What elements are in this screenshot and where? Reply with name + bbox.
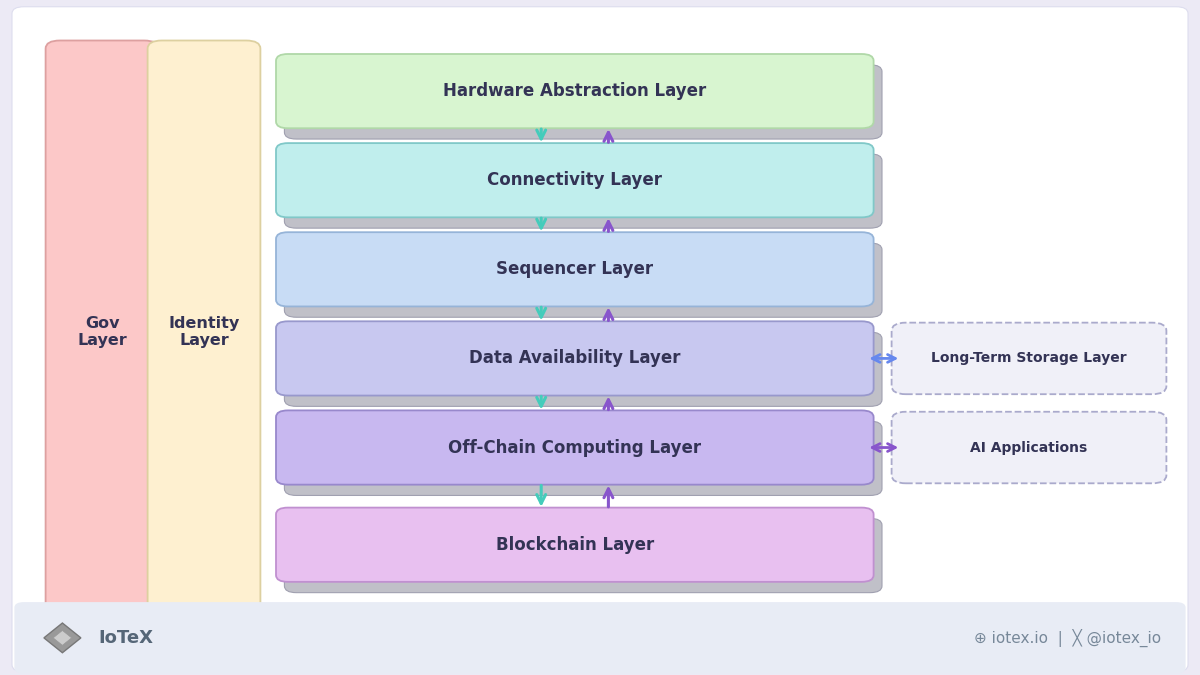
FancyBboxPatch shape	[284, 243, 882, 317]
Text: Sequencer Layer: Sequencer Layer	[497, 261, 653, 278]
Text: Connectivity Layer: Connectivity Layer	[487, 171, 662, 189]
FancyBboxPatch shape	[284, 518, 882, 593]
Text: Gov
Layer: Gov Layer	[77, 316, 127, 348]
Text: Long-Term Storage Layer: Long-Term Storage Layer	[931, 352, 1127, 365]
FancyBboxPatch shape	[284, 65, 882, 139]
FancyBboxPatch shape	[284, 332, 882, 406]
Text: Hardware Abstraction Layer: Hardware Abstraction Layer	[443, 82, 707, 100]
FancyBboxPatch shape	[148, 40, 260, 624]
FancyBboxPatch shape	[276, 143, 874, 217]
FancyBboxPatch shape	[284, 154, 882, 228]
Text: Identity
Layer: Identity Layer	[168, 316, 240, 348]
Text: IoTeX: IoTeX	[98, 629, 154, 647]
FancyBboxPatch shape	[46, 40, 158, 624]
Text: Blockchain Layer: Blockchain Layer	[496, 536, 654, 554]
FancyBboxPatch shape	[276, 508, 874, 582]
FancyBboxPatch shape	[892, 412, 1166, 483]
Polygon shape	[44, 623, 80, 653]
FancyBboxPatch shape	[276, 410, 874, 485]
Text: Off-Chain Computing Layer: Off-Chain Computing Layer	[449, 439, 701, 456]
FancyBboxPatch shape	[276, 321, 874, 396]
Polygon shape	[53, 630, 72, 645]
Text: Data Availability Layer: Data Availability Layer	[469, 350, 680, 367]
FancyBboxPatch shape	[14, 602, 1186, 674]
FancyBboxPatch shape	[12, 7, 1188, 672]
FancyBboxPatch shape	[276, 54, 874, 128]
FancyBboxPatch shape	[276, 232, 874, 306]
FancyBboxPatch shape	[284, 421, 882, 495]
Text: ⊕ iotex.io  |  ╳ @iotex_io: ⊕ iotex.io | ╳ @iotex_io	[974, 629, 1162, 647]
FancyBboxPatch shape	[892, 323, 1166, 394]
Text: AI Applications: AI Applications	[971, 441, 1087, 454]
